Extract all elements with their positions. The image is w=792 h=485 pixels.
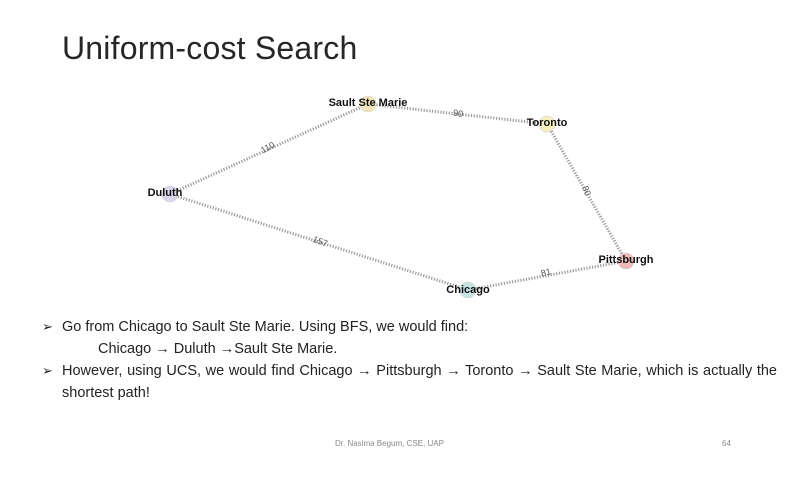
edge-weight-toronto-pittsburgh: 80 bbox=[580, 184, 593, 197]
bullet-text-ucs: However, using UCS, we would find Chicag… bbox=[62, 363, 777, 401]
edge-weight-sault-toronto: 90 bbox=[452, 108, 463, 119]
footer-author: Dr. Nasima Begum, CSE, UAP bbox=[335, 439, 444, 448]
node-pittsburgh bbox=[617, 252, 635, 270]
bullet-list: ➢ Go from Chicago to Sault Ste Marie. Us… bbox=[42, 316, 777, 404]
edge-toronto-pittsburgh bbox=[545, 123, 628, 262]
bullet-arrow-icon: ➢ bbox=[42, 363, 53, 378]
bullet-item-bfs: ➢ Go from Chicago to Sault Ste Marie. Us… bbox=[42, 316, 777, 338]
node-sault bbox=[359, 95, 377, 113]
bullet-item-ucs: ➢ However, using UCS, we would find Chic… bbox=[42, 360, 777, 404]
bullet-arrow-icon: ➢ bbox=[42, 319, 53, 334]
node-toronto bbox=[538, 115, 556, 133]
node-duluth bbox=[161, 185, 179, 203]
node-label-toronto: Toronto bbox=[527, 117, 568, 129]
edge-duluth-chicago bbox=[169, 192, 469, 292]
graph-diagram: 110 90 80 157 81 Sault Ste Marie Toronto Dulut… bbox=[148, 95, 654, 299]
edge-sault-toronto bbox=[367, 102, 548, 126]
graph-nodes: Sault Ste Marie Toronto Duluth Pittsburgh Ch… bbox=[148, 95, 654, 299]
edge-weight-duluth-chicago: 157 bbox=[311, 234, 329, 249]
node-label-sault: Sault Ste Marie bbox=[329, 97, 408, 109]
graph-edges: 110 90 80 157 81 bbox=[169, 102, 628, 292]
page-number: 64 bbox=[722, 439, 731, 448]
node-label-pittsburgh: Pittsburgh bbox=[599, 254, 654, 266]
bullet-text-bfs: Go from Chicago to Sault Ste Marie. Usin… bbox=[62, 319, 469, 335]
edge-weight-duluth-sault: 110 bbox=[259, 140, 276, 156]
bfs-path-text: Chicago → Duluth →Sault Ste Marie. bbox=[98, 341, 338, 357]
page-title: Uniform-cost Search bbox=[62, 30, 358, 66]
node-label-duluth: Duluth bbox=[148, 187, 183, 199]
edge-weight-chicago-pittsburgh: 81 bbox=[540, 266, 552, 278]
node-chicago bbox=[459, 281, 477, 299]
node-label-chicago: Chicago bbox=[446, 284, 490, 296]
